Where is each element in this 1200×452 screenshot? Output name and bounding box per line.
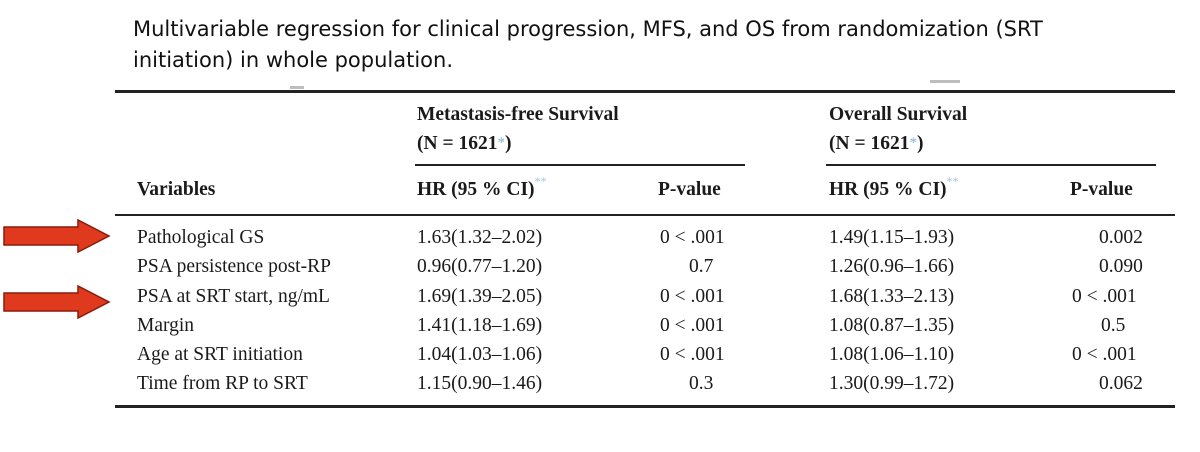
row-mfs-p: 0 < .001 <box>660 315 725 336</box>
row-mfs-p: 0.7 <box>689 256 714 277</box>
os-group-rule <box>826 164 1156 166</box>
footnote-mark: ** <box>534 174 547 188</box>
table-caption: Multivariable regression for clinical pr… <box>133 14 1133 76</box>
row-mfs-p: 0 < .001 <box>660 344 725 365</box>
row-os-p: 0 < .001 <box>1072 344 1137 365</box>
col-header-mfs-hr: HR (95 % CI)** <box>417 174 547 203</box>
row-variable: PSA at SRT start, ng/mL <box>137 286 330 307</box>
footnote-mark: * <box>497 135 505 151</box>
row-mfs-p: 0.3 <box>689 373 714 394</box>
os-group-n-close: ) <box>916 133 924 154</box>
row-os-hr: 1.30(0.99–1.72) <box>829 373 955 394</box>
os-group-n-text: (N = 1621 <box>829 133 910 154</box>
hr-label: HR (95 % CI) <box>417 179 535 200</box>
row-os-p: 0.090 <box>1099 256 1143 277</box>
caption-line-2: initiation) in whole population. <box>133 48 454 72</box>
row-os-hr: 1.08(1.06–1.10) <box>829 344 955 365</box>
mfs-group-n-text: (N = 1621 <box>417 133 498 154</box>
row-mfs-hr: 1.15(0.90–1.46) <box>417 373 543 394</box>
table-bottom-rule <box>115 405 1175 408</box>
col-header-os-hr: HR (95 % CI)** <box>829 174 959 203</box>
footnote-mark: * <box>909 135 917 151</box>
row-variable: Margin <box>137 315 195 336</box>
row-mfs-hr: 1.04(1.03–1.06) <box>417 344 543 365</box>
os-group-title: Overall Survival <box>829 104 968 125</box>
row-mfs-p: 0 < .001 <box>660 286 725 307</box>
row-variable: Pathological GS <box>137 227 265 248</box>
mfs-group-n-close: ) <box>504 133 512 154</box>
footnote-mark: ** <box>946 174 959 188</box>
row-variable: Age at SRT initiation <box>137 344 303 365</box>
mfs-group-rule <box>415 164 745 166</box>
caption-line-1: Multivariable regression for clinical pr… <box>133 17 1043 41</box>
row-os-p: 0.062 <box>1099 373 1143 394</box>
row-mfs-hr: 1.41(1.18–1.69) <box>417 315 543 336</box>
table-top-rule <box>115 90 1175 93</box>
row-variable: Time from RP to SRT <box>137 373 308 394</box>
row-os-hr: 1.49(1.15–1.93) <box>829 227 955 248</box>
row-os-p: 0 < .001 <box>1072 286 1137 307</box>
os-group-n: (N = 1621*) <box>829 132 923 157</box>
row-mfs-hr: 1.69(1.39–2.05) <box>417 286 543 307</box>
hr-label: HR (95 % CI) <box>829 179 947 200</box>
col-header-os-pvalue: P-value <box>1070 179 1133 200</box>
row-os-p: 0.002 <box>1099 227 1143 248</box>
cropped-text-remnant <box>930 80 960 83</box>
cropped-text-remnant <box>290 86 304 89</box>
mfs-group-n: (N = 1621*) <box>417 132 511 157</box>
row-os-hr: 1.08(0.87–1.35) <box>829 315 955 336</box>
col-header-mfs-pvalue: P-value <box>658 179 721 200</box>
row-mfs-p: 0 < .001 <box>660 227 725 248</box>
row-mfs-hr: 1.63(1.32–2.02) <box>417 227 543 248</box>
row-os-hr: 1.26(0.96–1.66) <box>829 256 955 277</box>
header-bottom-rule <box>115 214 1175 216</box>
col-header-variables: Variables <box>137 179 216 200</box>
highlight-arrow-icon <box>3 218 111 254</box>
row-os-hr: 1.68(1.33–2.13) <box>829 286 955 307</box>
mfs-group-title: Metastasis-free Survival <box>417 104 619 125</box>
row-os-p: 0.5 <box>1101 315 1126 336</box>
row-variable: PSA persistence post-RP <box>137 256 331 277</box>
row-mfs-hr: 0.96(0.77–1.20) <box>417 256 543 277</box>
highlight-arrow-icon <box>3 284 111 320</box>
